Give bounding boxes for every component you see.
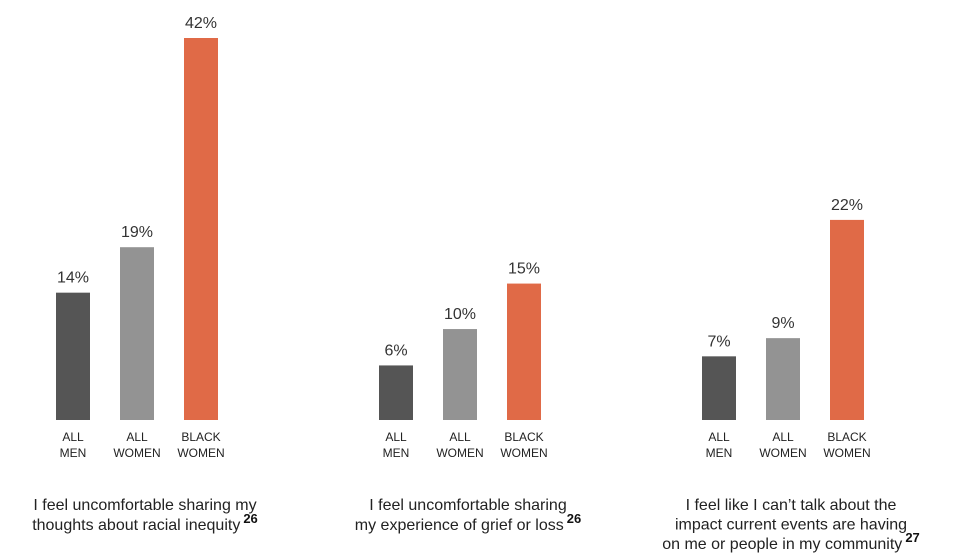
caption-3-line-2: impact current events are having	[675, 517, 907, 534]
caption-2-line-2: my experience of grief or loss 26	[355, 511, 581, 534]
category-label-3-3-line-1: BLACK	[827, 430, 866, 444]
category-label-1-2-line-1: ALL	[126, 430, 148, 444]
category-label-3-1-line-2: MEN	[706, 446, 733, 460]
value-label-2-2: 10%	[444, 306, 476, 323]
category-label-1-2-line-2: WOMEN	[113, 446, 160, 460]
value-label-3-3: 22%	[831, 197, 863, 214]
value-label-2-1: 6%	[384, 342, 407, 359]
bar-3-all-men	[702, 356, 736, 420]
category-label-1-3-line-1: BLACK	[181, 430, 220, 444]
value-label-1-1: 14%	[57, 270, 89, 287]
category-label-1-1-line-2: MEN	[60, 446, 87, 460]
value-label-3-1: 7%	[707, 333, 730, 350]
value-label-3-2: 9%	[771, 315, 794, 332]
footnote-3: 27	[905, 530, 919, 545]
category-label-3-1-line-1: ALL	[708, 430, 730, 444]
caption-3-line-1: I feel like I can’t talk about the	[686, 497, 897, 514]
footnote-2: 26	[567, 511, 581, 526]
bar-2-black-women	[507, 283, 541, 420]
category-label-2-2-line-2: WOMEN	[436, 446, 483, 460]
value-label-2-3: 15%	[508, 261, 540, 278]
bar-2-all-men	[379, 365, 413, 420]
bar-1-all-women	[120, 247, 154, 420]
bar-1-all-men	[56, 292, 90, 420]
footnote-1: 26	[243, 511, 257, 526]
bar-3-black-women	[830, 219, 864, 420]
caption-1-line-1: I feel uncomfortable sharing my	[33, 497, 256, 514]
category-label-2-3-line-2: WOMEN	[500, 446, 547, 460]
bar-1-black-women	[184, 38, 218, 420]
category-label-2-2-line-1: ALL	[449, 430, 471, 444]
category-label-2-1-line-2: MEN	[383, 446, 410, 460]
value-label-1-2: 19%	[121, 224, 153, 241]
category-label-1-1-line-1: ALL	[62, 430, 84, 444]
category-label-2-3-line-1: BLACK	[504, 430, 543, 444]
bar-3-all-women	[766, 338, 800, 420]
category-label-1-3-line-2: WOMEN	[177, 446, 224, 460]
bar-2-all-women	[443, 329, 477, 420]
caption-1-line-2: thoughts about racial inequity 26	[32, 511, 258, 534]
category-label-3-2-line-1: ALL	[772, 430, 794, 444]
category-label-3-3-line-2: WOMEN	[823, 446, 870, 460]
caption-3-line-3: on me or people in my community 27	[662, 530, 920, 553]
value-label-1-3: 42%	[185, 15, 217, 32]
caption-2-line-1: I feel uncomfortable sharing	[369, 497, 566, 514]
category-label-3-2-line-2: WOMEN	[759, 446, 806, 460]
category-label-2-1-line-1: ALL	[385, 430, 407, 444]
